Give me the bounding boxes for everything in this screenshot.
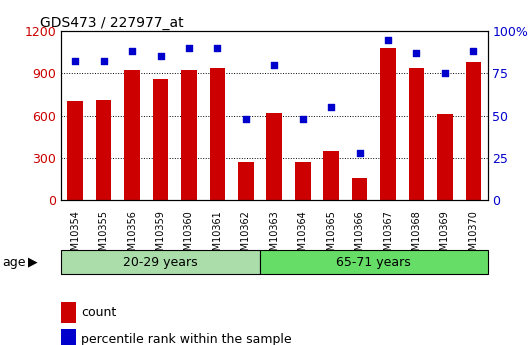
Bar [380,48,396,200]
Bar [260,250,488,274]
Point [184,45,193,51]
Bar [61,250,260,274]
Point [469,49,478,54]
Text: ▶: ▶ [28,256,37,269]
Bar [181,70,197,200]
Text: percentile rank within the sample: percentile rank within the sample [81,333,292,345]
Bar [323,151,339,200]
Bar [96,100,111,200]
Bar [465,62,481,200]
Text: age: age [3,256,26,269]
Bar [295,162,311,200]
Bar [67,101,83,200]
Bar [352,178,367,200]
Text: count: count [81,306,116,319]
Point [298,116,307,122]
Bar [124,70,140,200]
Point [156,54,165,59]
Bar [437,114,453,200]
Point [100,59,108,64]
Bar [238,162,254,200]
Point [384,37,392,42]
Point [213,45,222,51]
Point [270,62,279,68]
Bar [209,68,225,200]
Bar [153,79,169,200]
Text: 65-71 years: 65-71 years [337,256,411,269]
Point [128,49,136,54]
Bar [409,68,425,200]
Point [412,50,421,56]
Point [327,104,335,110]
Point [355,150,364,156]
Bar [267,113,282,200]
Text: GDS473 / 227977_at: GDS473 / 227977_at [40,16,183,30]
Text: 20-29 years: 20-29 years [123,256,198,269]
Point [71,59,80,64]
Point [441,71,449,76]
Point [242,116,250,122]
